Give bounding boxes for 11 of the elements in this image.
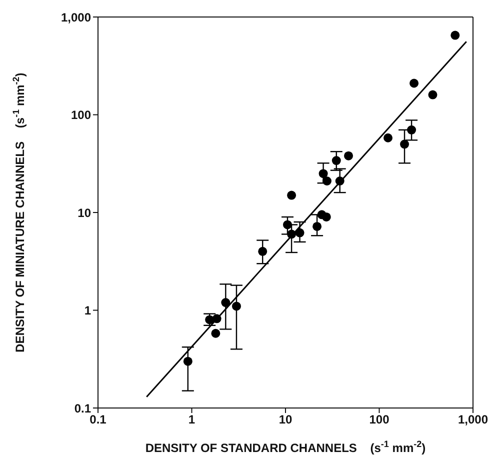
x-tick-label: 10 bbox=[278, 412, 292, 427]
y-tick-label: 10 bbox=[78, 206, 92, 220]
x-tick-label: 100 bbox=[369, 412, 390, 427]
x-tick-label: 1,000 bbox=[458, 412, 488, 427]
y-tick-label: 1 bbox=[84, 304, 92, 318]
y-tick-label: 1,000 bbox=[60, 10, 92, 24]
y-tick-label: 0.1 bbox=[74, 401, 92, 416]
x-tick-label: 1 bbox=[188, 412, 196, 427]
y-tick-label: 100 bbox=[70, 108, 92, 122]
x-axis-title: DENSITY OF STANDARD CHANNELS (s$^{-1}$ mm$^{-2}$) bbox=[145, 439, 426, 455]
x-tick-label: 0.1 bbox=[90, 412, 107, 427]
